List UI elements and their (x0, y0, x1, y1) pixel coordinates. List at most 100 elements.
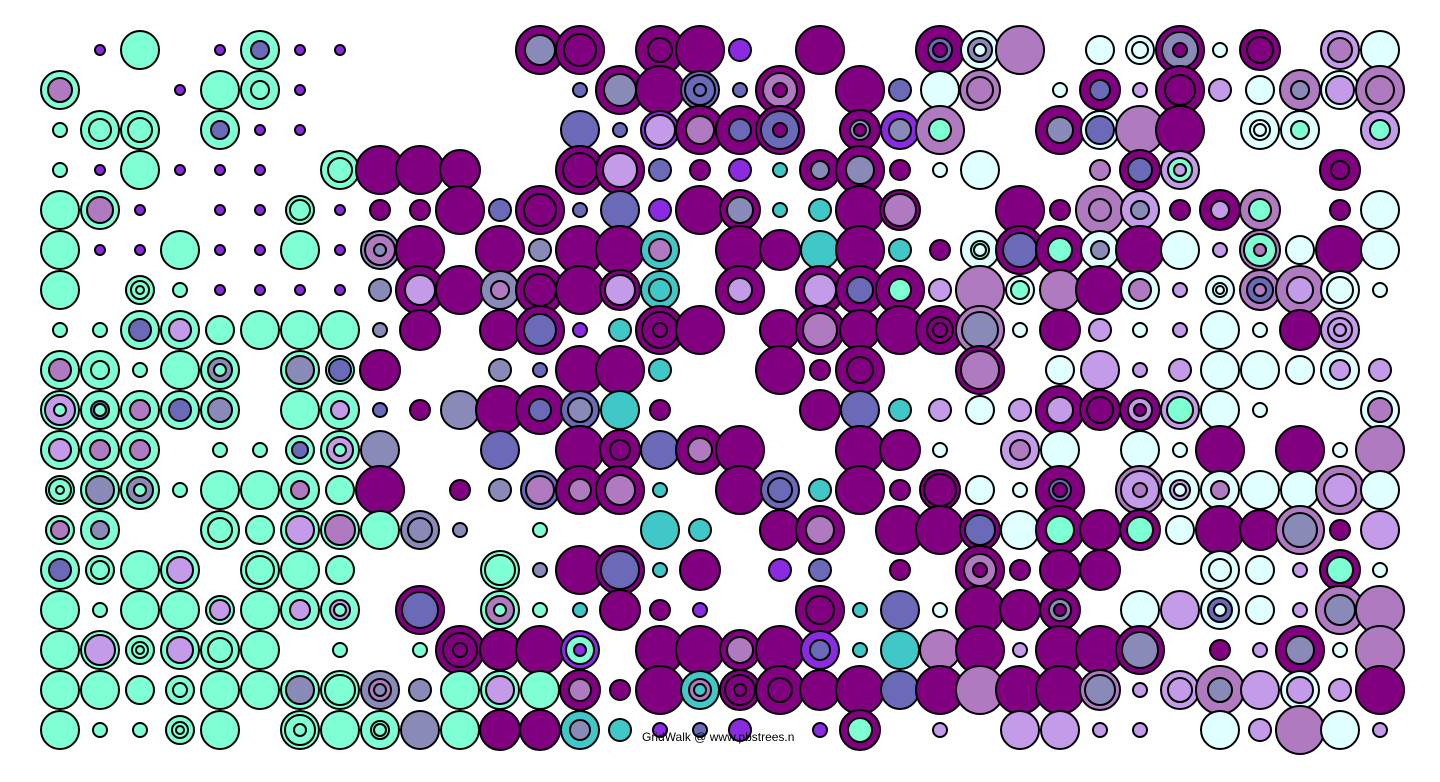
pattern-ring (1053, 603, 1067, 617)
pattern-ring (648, 278, 672, 302)
pattern-circle (254, 124, 266, 136)
pattern-circle (214, 204, 226, 216)
pattern-circle (1049, 199, 1071, 221)
pattern-ring (1326, 556, 1354, 584)
pattern-circle (1132, 722, 1148, 738)
pattern-circle (1200, 390, 1240, 430)
pattern-ring (964, 514, 996, 546)
pattern-circle (1092, 722, 1108, 738)
pattern-ring (47, 77, 73, 103)
pattern-circle (572, 202, 588, 218)
pattern-circle (928, 278, 952, 302)
pattern-ring (90, 520, 110, 540)
pattern-circle (334, 244, 346, 256)
pattern-circle (1132, 682, 1148, 698)
pattern-circle (1115, 225, 1165, 275)
pattern-ring (733, 683, 747, 697)
pattern-circle (960, 150, 1000, 190)
pattern-ring (805, 515, 835, 545)
pattern-ring (401, 591, 439, 629)
pattern-ring (250, 40, 270, 60)
pattern-circle (160, 350, 200, 390)
pattern-circle (174, 84, 186, 96)
pattern-ring (1085, 115, 1115, 145)
pattern-ring (802, 312, 838, 348)
pattern-circle (595, 225, 645, 275)
pattern-ring (324, 674, 356, 706)
pattern-circle (1285, 355, 1315, 385)
pattern-circle (294, 84, 306, 96)
pattern-ring (932, 322, 948, 338)
pattern-ring (923, 473, 957, 507)
pattern-ring (50, 520, 70, 540)
pattern-ring (129, 399, 151, 421)
pattern-circle (325, 555, 355, 585)
pattern-ring (207, 637, 233, 663)
pattern-circle (134, 244, 146, 256)
pattern-ring (1086, 396, 1114, 424)
pattern-circle (395, 145, 445, 195)
pattern-ring (1128, 278, 1152, 302)
pattern-ring (1126, 516, 1154, 544)
pattern-ring (1327, 37, 1353, 63)
pattern-circle (1165, 515, 1195, 545)
pattern-circle (1245, 595, 1275, 625)
pattern-ring (569, 719, 591, 741)
pattern-circle (449, 479, 471, 501)
pattern-circle (1120, 590, 1160, 630)
pattern-circle (334, 204, 346, 216)
pattern-circle (134, 204, 146, 216)
pattern-ring (567, 397, 593, 423)
pattern-circle (254, 284, 266, 296)
pattern-circle (1368, 358, 1392, 382)
pattern-circle (372, 402, 388, 418)
pattern-circle (1039, 549, 1081, 591)
pattern-ring (803, 273, 837, 307)
pattern-ring (973, 243, 987, 257)
pattern-ring (1326, 276, 1354, 304)
pattern-ring (562, 152, 598, 188)
pattern-circle (1292, 562, 1308, 578)
pattern-ring (1290, 120, 1310, 140)
pattern-ring (726, 196, 754, 224)
pattern-ring (652, 322, 668, 338)
pattern-circle (1355, 425, 1405, 475)
pattern-circle (440, 390, 480, 430)
pattern-ring (168, 398, 192, 422)
pattern-ring (523, 313, 557, 347)
pattern-ring (973, 43, 987, 57)
pattern-circle (240, 670, 280, 710)
pattern-circle (932, 162, 948, 178)
pattern-ring (175, 725, 185, 735)
credit-text: GridWalk @ www.pbstrees.n (642, 730, 795, 744)
pattern-circle (1079, 509, 1121, 551)
pattern-circle (652, 482, 668, 498)
pattern-circle (635, 665, 685, 715)
pattern-circle (919, 629, 961, 671)
pattern-ring (407, 517, 433, 543)
pattern-circle (94, 244, 106, 256)
pattern-circle (1328, 678, 1352, 702)
pattern-circle (635, 65, 685, 115)
pattern-circle (334, 44, 346, 56)
pattern-circle (200, 670, 240, 710)
pattern-ring (1010, 280, 1030, 300)
pattern-circle (1252, 402, 1268, 418)
pattern-circle (560, 110, 600, 150)
pattern-circle (1075, 265, 1125, 315)
pattern-circle (532, 522, 548, 538)
pattern-ring (327, 157, 353, 183)
pattern-ring (293, 723, 307, 737)
pattern-circle (488, 478, 512, 502)
pattern-ring (85, 475, 115, 505)
pattern-circle (1132, 362, 1148, 378)
pattern-circle (648, 358, 672, 382)
pattern-circle (1200, 350, 1240, 390)
pattern-ring (1210, 480, 1230, 500)
pattern-circle (799, 389, 841, 431)
pattern-ring (168, 318, 192, 342)
pattern-circle (599, 589, 641, 631)
pattern-circle (1372, 562, 1388, 578)
pattern-ring (846, 356, 874, 384)
